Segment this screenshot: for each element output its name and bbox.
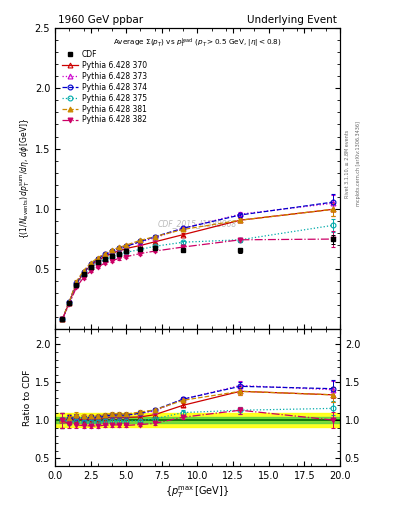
Text: mcplots.cern.ch [arXiv:1306.3436]: mcplots.cern.ch [arXiv:1306.3436] xyxy=(356,121,361,206)
X-axis label: $\{p_T^\mathrm{max}\,[\mathrm{GeV}]\}$: $\{p_T^\mathrm{max}\,[\mathrm{GeV}]\}$ xyxy=(165,485,230,500)
Text: Underlying Event: Underlying Event xyxy=(247,15,337,25)
Y-axis label: $\{(1/N_\mathrm{events})\,dp_T^\mathrm{sum}/d\eta,\,d\phi\,[\mathrm{GeV}]\}$: $\{(1/N_\mathrm{events})\,dp_T^\mathrm{s… xyxy=(18,118,32,239)
Text: Rivet 3.1.10, ≥ 2.8M events: Rivet 3.1.10, ≥ 2.8M events xyxy=(345,130,350,198)
Text: Average $\Sigma(p_T)$ vs $p_T^\mathrm{lead}$ ($p_T > 0.5$ GeV, $|\eta| < 0.8$): Average $\Sigma(p_T)$ vs $p_T^\mathrm{le… xyxy=(113,37,282,51)
Legend: CDF, Pythia 6.428 370, Pythia 6.428 373, Pythia 6.428 374, Pythia 6.428 375, Pyt: CDF, Pythia 6.428 370, Pythia 6.428 373,… xyxy=(62,50,147,124)
Y-axis label: Ratio to CDF: Ratio to CDF xyxy=(23,369,32,425)
Text: CDF_2015_I1388868: CDF_2015_I1388868 xyxy=(158,219,237,228)
Text: 1960 GeV ppbar: 1960 GeV ppbar xyxy=(58,15,143,25)
